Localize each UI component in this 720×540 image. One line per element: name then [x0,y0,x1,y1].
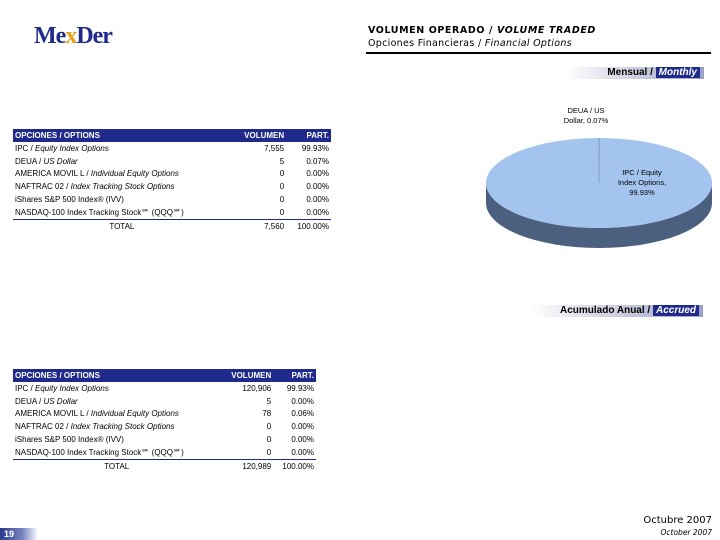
part-cell: 0.06% [291,409,314,419]
volume-cell: 0 [266,422,272,432]
volume-cell: 5 [279,156,285,166]
table-row: iShares S&P 500 Index® (IVV) 0 0.00% [13,433,316,446]
option-name: iShares S&P 500 Index® (IVV) [15,435,124,445]
table-row: NASDAQ-100 Index Tracking Stock℠ (QQQ℠) 0… [13,205,331,220]
option-name: NAFTRAC 02 / Index Tracking Stock Option… [15,182,175,192]
volume-cell: 0 [279,195,285,205]
part-cell: 0.00% [273,445,316,460]
table-row: iShares S&P 500 Index® (IVV) 0 0.00% [13,193,331,206]
footer-date-es: Octubre 2007 [643,515,712,526]
part-cell: 99.93% [301,143,329,153]
table-row: DEUA / US Dollar 5 0.00% [13,395,316,408]
total-volume: 120,989 [242,461,272,471]
accrued-label: Acumulado Anual / [560,305,653,316]
volume-cell: 120,906 [242,383,272,393]
option-name: iShares S&P 500 Index® (IVV) [15,195,124,205]
pie-label-deua: DEUA / US Dollar, 0.07% [563,106,609,125]
total-part: 100.00% [297,221,329,231]
option-name: DEUA / US Dollar [15,396,78,406]
monthly-label: Mensual / [607,67,656,78]
option-name: NASDAQ-100 Index Tracking Stock℠ (QQQ℠) [13,205,231,220]
table-row: IPC / Equity Index Options 120,906 99.93% [13,382,316,395]
option-name: NAFTRAC 02 / Index Tracking Stock Option… [15,422,175,432]
table-row: IPC / Equity Index Options 7,555 99.93% [13,142,331,155]
option-name: IPC / Equity Index Options [15,143,109,153]
volume-cell: 0 [220,445,274,460]
col-part-header: PART. [273,369,316,382]
col-options-header: OPCIONES / OPTIONS [13,369,221,382]
volume-cell: 5 [266,396,272,406]
col-options-header: OPCIONES / OPTIONS [13,129,231,142]
mexder-logo: MexDer [34,23,113,49]
table-row: AMERICA MOVIL L / Individual Equity Opti… [13,168,331,181]
total-part: 100.00% [282,461,314,471]
volume-cell: 78 [262,409,272,419]
monthly-label-en: Monthly [655,67,700,78]
part-cell: 99.93% [286,383,314,393]
col-volume-header: VOLUMEN [230,129,287,142]
accrued-table: OPCIONES / OPTIONS VOLUMEN PART. IPC / E… [13,369,316,473]
pie-side [486,183,712,248]
table-row: AMERICA MOVIL L / Individual Equity Opti… [13,408,316,421]
option-name: IPC / Equity Index Options [15,383,109,393]
header-divider [366,52,711,54]
page-subtitle: Opciones Financieras / Financial Options [368,38,572,49]
part-cell: 0.00% [291,422,314,432]
col-volume-header: VOLUMEN [220,369,274,382]
part-cell: 0.07% [306,156,329,166]
table-row: NASDAQ-100 Index Tracking Stock℠ (QQQ℠) 0… [13,445,316,460]
page-number: 19 [4,529,15,539]
total-volume: 7,560 [264,221,285,231]
part-cell: 0.00% [286,205,331,220]
col-part-header: PART. [286,129,331,142]
part-cell: 0.00% [306,182,329,192]
monthly-section-bar: Mensual / Monthly [566,67,704,79]
option-name: AMERICA MOVIL L / Individual Equity Opti… [15,169,179,179]
page-title: VOLUMEN OPERADO / VOLUME TRADED [368,25,596,36]
pie-label-ipc: IPC / Equity Index Options, 99.93% [617,168,667,197]
table-row: NAFTRAC 02 / Index Tracking Stock Option… [13,180,331,193]
volume-cell: 0 [279,182,285,192]
monthly-pie-chart [486,138,712,248]
part-cell: 0.00% [306,195,329,205]
volume-cell: 0 [266,435,272,445]
option-name: DEUA / US Dollar [15,156,78,166]
total-row: TOTAL 120,989 100.00% [13,459,316,472]
accrued-section-bar: Acumulado Anual / Accrued [531,305,703,317]
total-label: TOTAL [109,221,135,231]
volume-cell: 0 [279,169,285,179]
accrued-label-en: Accrued [652,305,699,316]
monthly-table: OPCIONES / OPTIONS VOLUMEN PART. IPC / E… [13,129,331,233]
option-name: AMERICA MOVIL L / Individual Equity Opti… [15,409,179,419]
total-row: TOTAL 7,560 100.00% [13,219,331,232]
option-name: NASDAQ-100 Index Tracking Stock℠ (QQQ℠) [13,445,221,460]
volume-cell: 7,555 [264,143,285,153]
footer-date-en: October 2007 [660,528,713,537]
table-row: DEUA / US Dollar 5 0.07% [13,155,331,168]
total-label: TOTAL [104,461,130,471]
page-number-bar [0,528,38,540]
part-cell: 0.00% [306,169,329,179]
part-cell: 0.00% [291,396,314,406]
volume-cell: 0 [230,205,287,220]
part-cell: 0.00% [291,435,314,445]
table-row: NAFTRAC 02 / Index Tracking Stock Option… [13,420,316,433]
